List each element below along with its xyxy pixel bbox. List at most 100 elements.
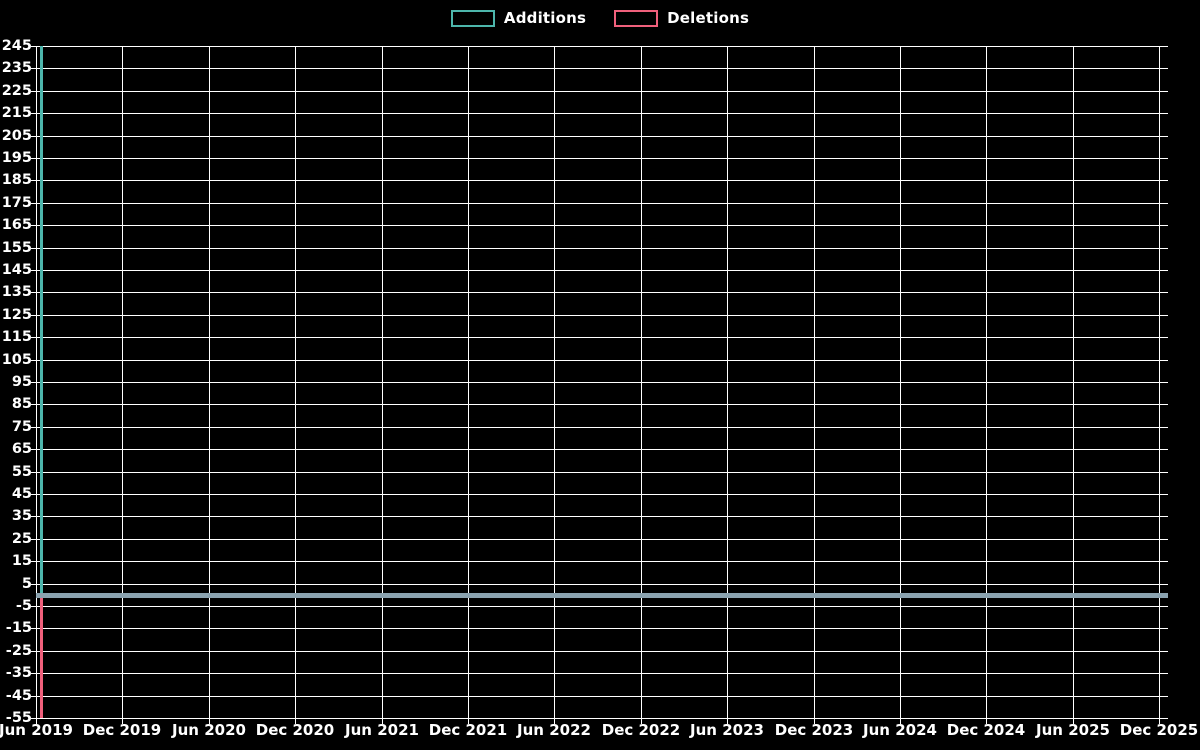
gridline-horizontal [36,158,1168,159]
gridline-horizontal [36,382,1168,383]
x-tick-label: Dec 2025 [1119,721,1199,739]
chart-legend: Additions Deletions [0,0,1200,36]
y-tick-mark [31,90,36,92]
y-tick-label: -15 [5,620,32,637]
x-tick-label: Dec 2024 [946,721,1026,739]
gridline-horizontal [36,426,1168,428]
y-tick-mark [31,695,36,697]
y-tick-label: 155 [1,239,32,256]
x-tick-label: Jun 2019 [0,721,73,739]
y-tick-label: 235 [1,60,32,77]
plot-area [36,46,1168,719]
x-tick-mark [814,718,815,724]
gridline-vertical [468,46,469,718]
y-tick-mark [31,471,36,473]
x-tick-label: Jun 2021 [345,721,419,739]
gridline-vertical [1159,46,1160,718]
y-tick-mark [31,359,36,361]
gridline-horizontal [36,247,1168,249]
x-tick-mark [468,718,469,724]
gridline-horizontal [36,494,1168,495]
y-tick-mark [31,382,36,383]
legend-swatch-additions-icon [450,9,495,27]
gridline-horizontal [36,292,1168,294]
legend-swatch-deletions-icon [614,9,659,27]
y-tick-mark [31,426,36,428]
y-tick-mark [31,270,36,271]
gridline-horizontal [36,68,1168,70]
gridline-horizontal [36,471,1168,473]
gridline-horizontal [36,561,1168,563]
gridline-horizontal [36,606,1168,607]
gridline-horizontal [36,583,1168,585]
y-tick-mark [31,314,36,316]
y-tick-mark [31,516,36,518]
y-tick-mark [31,449,36,451]
y-tick-label: -5 [15,597,32,614]
x-tick-mark [1073,718,1074,724]
x-tick-mark [36,718,37,724]
gridline-horizontal [36,718,1168,719]
y-tick-label: 25 [11,530,32,547]
legend-entry-deletions[interactable]: Deletions [614,9,749,27]
x-tick-label: Jun 2022 [517,721,591,739]
gridline-horizontal [36,449,1168,451]
x-tick-label: Dec 2019 [82,721,162,739]
gridline-horizontal [36,135,1168,137]
y-tick-mark [31,202,36,204]
y-tick-label: 215 [1,104,32,121]
y-tick-mark [31,538,36,540]
y-tick-label: 225 [1,82,32,99]
y-tick-label: 85 [11,396,32,413]
x-tick-label: Jun 2025 [1036,721,1110,739]
y-tick-label: -35 [5,664,32,681]
gridline-vertical [1073,46,1074,718]
x-tick-mark [986,718,987,724]
y-tick-mark [31,606,36,607]
y-tick-mark [31,561,36,563]
y-tick-label: 15 [11,552,32,569]
legend-entry-additions[interactable]: Additions [450,9,587,27]
y-tick-label: 165 [1,216,32,233]
y-tick-mark [31,135,36,137]
gridline-horizontal [36,337,1168,339]
y-tick-mark [31,494,36,495]
y-tick-mark [31,225,36,227]
y-tick-mark [31,628,36,630]
gridline-vertical [814,46,815,718]
legend-label-additions: Additions [503,9,587,27]
y-tick-mark [31,718,36,719]
x-tick-label: Dec 2021 [428,721,508,739]
y-tick-label: -55 [5,709,32,726]
y-tick-label: 205 [1,127,32,144]
x-tick-mark [641,718,642,724]
gridline-horizontal [36,628,1168,630]
gridline-horizontal [36,225,1168,227]
y-tick-mark [31,583,36,585]
y-tick-mark [31,180,36,182]
y-axis-labels: 245 235 225 215 205 195 185 175 165 155 145 135 125 1… [0,0,36,750]
x-tick-mark [382,718,383,724]
gridline-vertical [209,46,210,718]
y-tick-label: 75 [11,418,32,435]
y-tick-mark [31,673,36,675]
gridline-horizontal [36,650,1168,652]
y-tick-label: 195 [1,149,32,166]
y-tick-label: 45 [11,485,32,502]
y-tick-mark [31,158,36,159]
y-tick-label: 115 [1,328,32,345]
x-tick-label: Jun 2024 [863,721,937,739]
gridline-vertical [727,46,728,718]
legend-label-deletions: Deletions [667,9,750,27]
gridline-vertical [295,46,296,718]
x-tick-mark [727,718,728,724]
y-tick-label: -45 [5,687,32,704]
gridline-vertical [36,46,37,718]
gridline-vertical [382,46,383,718]
x-tick-label: Jun 2020 [172,721,246,739]
gridline-horizontal [36,46,1168,47]
x-tick-label: Dec 2023 [774,721,854,739]
gridline-horizontal [36,404,1168,406]
gridline-vertical [986,46,987,718]
